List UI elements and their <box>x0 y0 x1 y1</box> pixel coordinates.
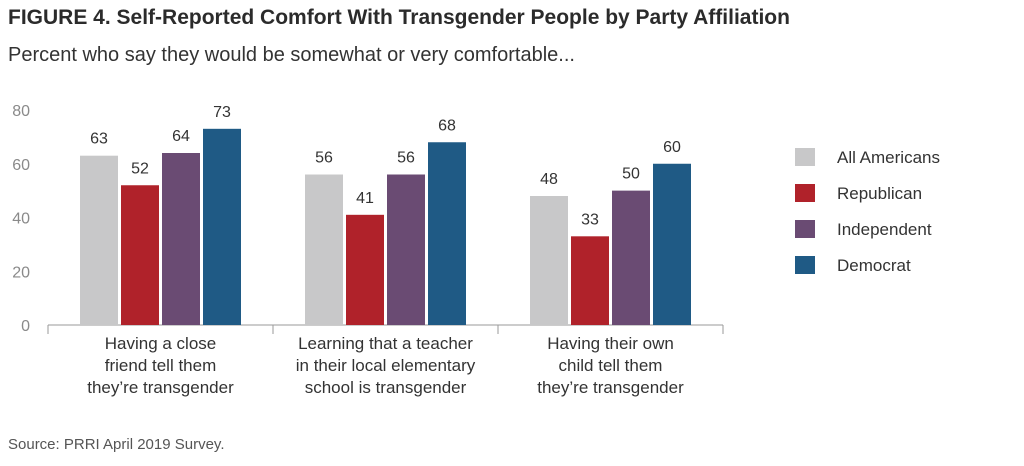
legend-swatch <box>795 148 815 166</box>
data-label: 33 <box>581 211 599 228</box>
data-label: 52 <box>131 160 149 177</box>
data-label: 60 <box>663 139 681 156</box>
data-label: 56 <box>315 150 333 167</box>
bar-independent <box>612 190 650 325</box>
x-category-label: in their local elementary <box>296 356 476 375</box>
legend-label: Republican <box>837 184 922 203</box>
x-category-label: school is transgender <box>305 378 467 397</box>
data-label: 64 <box>172 128 190 145</box>
y-tick-label: 80 <box>12 103 30 120</box>
data-label: 73 <box>213 104 231 121</box>
data-label: 48 <box>540 171 558 188</box>
x-category-label: Having their own <box>547 334 674 353</box>
bar-republican <box>346 214 384 325</box>
legend-swatch <box>795 220 815 238</box>
y-tick-label: 20 <box>12 264 30 281</box>
bar-republican <box>571 236 609 325</box>
data-label: 50 <box>622 166 640 183</box>
y-tick-label: 0 <box>21 318 30 335</box>
x-category-label: friend tell them <box>105 356 217 375</box>
x-category-label: child tell them <box>559 356 663 375</box>
legend-swatch <box>795 184 815 202</box>
y-tick-label: 60 <box>12 157 30 174</box>
legend-swatch <box>795 256 815 274</box>
bar-democrat <box>428 142 466 325</box>
bar-democrat <box>203 128 241 325</box>
x-category-label: they’re transgender <box>87 378 234 397</box>
x-category-label: they’re transgender <box>537 378 684 397</box>
data-label: 68 <box>438 117 456 134</box>
bar-independent <box>387 174 425 325</box>
x-category-label: Having a close <box>105 334 217 353</box>
bar-republican <box>121 185 159 325</box>
bar-democrat <box>653 163 691 325</box>
y-tick-label: 40 <box>12 211 30 228</box>
chart-subtitle: Percent who say they would be somewhat o… <box>8 44 575 66</box>
legend-label: All Americans <box>837 148 940 167</box>
data-label: 63 <box>90 131 108 148</box>
bar-all-americans <box>80 155 118 325</box>
legend-label: Independent <box>837 220 932 239</box>
legend-label: Democrat <box>837 256 911 275</box>
x-category-label: Learning that a teacher <box>298 334 473 353</box>
bar-independent <box>162 153 200 325</box>
data-label: 41 <box>356 190 374 207</box>
source-note: Source: PRRI April 2019 Survey. <box>8 436 225 453</box>
data-label: 56 <box>397 150 415 167</box>
bar-all-americans <box>305 174 343 325</box>
bar-all-americans <box>530 196 568 325</box>
chart-title: FIGURE 4. Self-Reported Comfort With Tra… <box>8 6 790 29</box>
